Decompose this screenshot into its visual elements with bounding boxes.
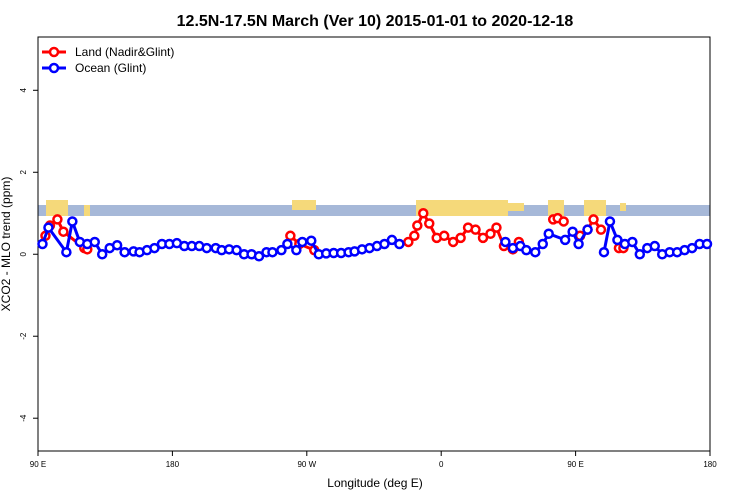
data-point — [111, 239, 123, 251]
x-tick-label: 90 E — [567, 460, 583, 469]
data-point — [291, 244, 302, 256]
data-point — [582, 224, 593, 235]
x-tick-label: 0 — [439, 460, 444, 469]
data-point — [231, 244, 242, 256]
data-point — [282, 238, 293, 250]
x-tick-label: 180 — [166, 460, 180, 469]
data-point — [96, 248, 108, 260]
data-point — [43, 222, 54, 233]
y-tick-label: 4 — [19, 88, 28, 93]
data-point — [521, 244, 532, 256]
data-point — [409, 230, 420, 242]
y-tick-label: -4 — [19, 414, 28, 422]
data-point — [455, 232, 466, 244]
legend-marker — [48, 62, 60, 74]
data-point — [627, 236, 638, 248]
data-point — [447, 236, 459, 248]
data-point — [89, 236, 100, 248]
legend-marker — [48, 46, 60, 58]
legend-label: Land (Nadir&Glint) — [75, 45, 174, 59]
data-point — [58, 226, 69, 237]
data-point — [379, 238, 390, 250]
data-point — [485, 228, 496, 240]
data-point — [201, 242, 212, 254]
data-point — [403, 236, 414, 248]
data-point — [604, 216, 616, 227]
data-point — [306, 235, 317, 246]
data-point — [649, 240, 660, 252]
data-point — [595, 224, 607, 235]
data-point — [701, 238, 713, 250]
data-point — [588, 214, 599, 225]
data-point — [500, 236, 511, 248]
data-point — [297, 236, 308, 248]
data-point — [61, 246, 72, 258]
series-line — [44, 210, 624, 252]
land-mask-strip — [38, 200, 710, 216]
data-point — [598, 246, 610, 258]
data-point — [37, 238, 48, 250]
y-axis-label: XCO2 - MLO trend (ppm) — [0, 177, 13, 312]
y-tick-label: 2 — [19, 169, 28, 174]
x-tick-label: 90 E — [30, 460, 46, 469]
data-point — [386, 234, 398, 246]
data-point — [412, 220, 423, 231]
data-point — [394, 238, 405, 250]
data-point — [558, 216, 569, 227]
data-point — [567, 226, 578, 237]
data-point — [424, 218, 435, 229]
data-point — [530, 246, 541, 258]
data-point — [543, 228, 554, 240]
y-tick-label: 0 — [19, 251, 28, 256]
data-point — [612, 234, 623, 246]
data-point — [267, 246, 278, 258]
data-point — [491, 222, 502, 233]
x-axis-label: Longitude (deg E) — [327, 476, 422, 490]
chart-title: 12.5N-17.5N March (Ver 10) 2015-01-01 to… — [177, 13, 574, 30]
data-point — [52, 214, 63, 225]
y-tick-label: -2 — [19, 332, 28, 340]
x-tick-label: 180 — [703, 460, 717, 469]
data-point — [686, 242, 698, 254]
data-point — [634, 248, 646, 260]
legend-label: Ocean (Glint) — [75, 61, 146, 75]
data-point — [477, 232, 489, 244]
data-point — [253, 251, 265, 262]
data-point — [438, 230, 450, 242]
data-point — [537, 238, 548, 250]
data-point — [470, 224, 481, 235]
data-point — [285, 230, 296, 242]
data-point — [573, 238, 584, 250]
data-point — [67, 216, 78, 227]
data-point — [149, 242, 160, 254]
x-tick-label: 90 W — [297, 460, 316, 469]
data-point — [418, 208, 429, 219]
data-point — [559, 234, 571, 246]
data-point — [276, 244, 287, 256]
data-point — [119, 246, 130, 258]
